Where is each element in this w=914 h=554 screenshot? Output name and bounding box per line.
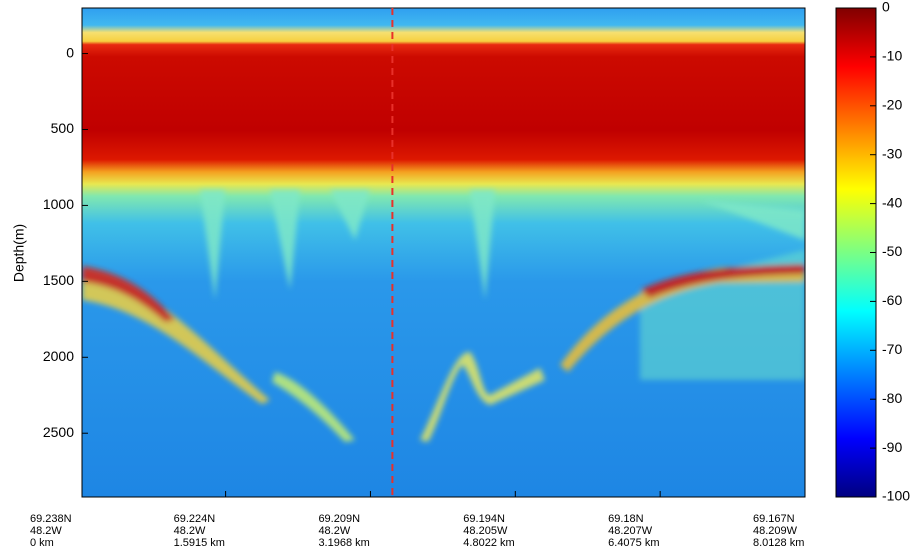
colorbar-tick-label: -10 [882,48,902,64]
x-tick-lat: 69.194N [463,513,505,525]
x-tick-lon: 48.205W [463,525,508,537]
x-tick-lat: 69.238N [30,513,72,525]
x-tick-lon: 48.2W [30,525,62,537]
radar-image [82,8,805,497]
x-tick-lat: 69.209N [318,513,360,525]
colorbar-tick-label: 0 [882,0,890,15]
y-tick-label: 2000 [43,348,74,364]
x-tick-lat: 69.224N [174,513,216,525]
y-tick-label: 500 [51,120,75,136]
colorbar-tick-label: -30 [882,145,902,161]
colorbar-tick-label: -60 [882,292,902,308]
y-tick-label: 1000 [43,196,74,212]
x-tick-label: 8.0128 km [753,537,804,549]
x-tick-label: 3.1968 km [318,537,369,549]
x-tick-lon: 48.207W [608,525,653,537]
colorbar-tick-label: -70 [882,341,902,357]
colorbar-tick-label: -40 [882,194,902,210]
colorbar-tick-label: -80 [882,390,902,406]
colorbar-tick-label: -90 [882,439,902,455]
colorbar-tick-label: -100 [882,488,910,504]
x-tick-label: 0 km [30,537,54,549]
y-axis-label: Depth(m) [11,224,27,282]
x-tick-lat: 69.18N [608,513,644,525]
x-tick-lon: 48.209W [753,525,798,537]
colorbar-tick-label: -20 [882,97,902,113]
x-tick-lat: 69.167N [753,513,795,525]
x-tick-label: 4.8022 km [463,537,514,549]
x-tick-lon: 48.2W [174,525,206,537]
colorbar-tick-label: -50 [882,243,902,259]
x-tick-lon: 48.2W [318,525,350,537]
colorbar [835,7,877,498]
x-tick-label: 1.5915 km [174,537,225,549]
y-tick-label: 0 [66,44,74,60]
plot-frame [81,7,806,498]
y-tick-label: 2500 [43,424,74,440]
x-tick-label: 6.4075 km [608,537,659,549]
y-tick-label: 1500 [43,272,74,288]
